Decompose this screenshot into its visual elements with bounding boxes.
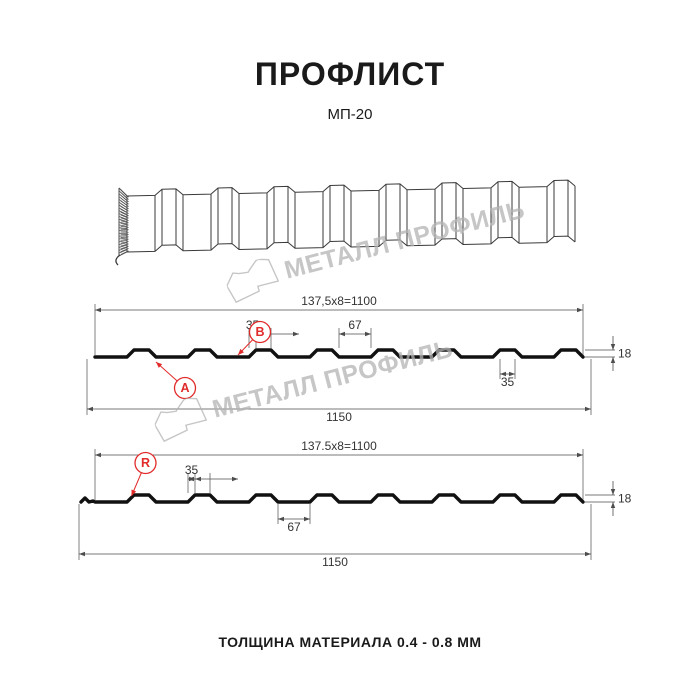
svg-text:1150: 1150 [326,410,352,424]
svg-text:B: B [255,325,264,339]
svg-text:35: 35 [185,463,199,477]
svg-text:1150: 1150 [322,555,348,569]
svg-text:137,5х8=1100: 137,5х8=1100 [301,295,377,308]
svg-text:67: 67 [287,520,301,534]
svg-text:A: A [180,381,189,395]
svg-text:18: 18 [618,347,632,361]
svg-text:18: 18 [618,492,632,506]
svg-text:67: 67 [348,318,362,332]
svg-text:R: R [141,456,150,470]
svg-text:137.5х8=1100: 137.5х8=1100 [301,440,377,453]
svg-text:35: 35 [501,375,515,389]
